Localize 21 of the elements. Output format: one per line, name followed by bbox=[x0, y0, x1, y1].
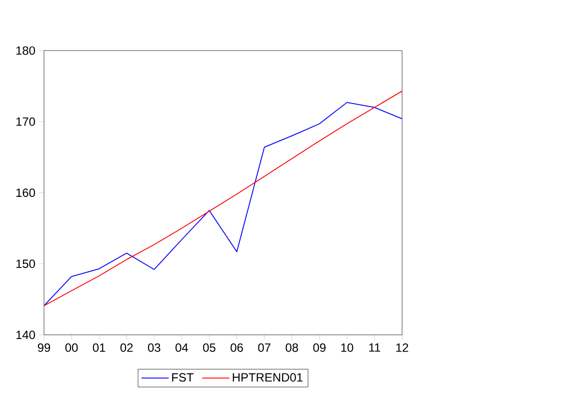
y-tick-label: 150 bbox=[16, 260, 36, 268]
x-tick-label: 03 bbox=[148, 344, 160, 352]
y-tick-label: 140 bbox=[16, 330, 36, 340]
y-tick-label: 180 bbox=[16, 46, 36, 56]
x-tick-label: 07 bbox=[258, 344, 270, 352]
x-tick-label: 01 bbox=[92, 344, 106, 352]
x-tick-label: 09 bbox=[313, 344, 326, 352]
legend-label: FST bbox=[172, 373, 194, 382]
x-tick-label: 99 bbox=[38, 344, 50, 352]
x-tick-label: 02 bbox=[120, 344, 133, 352]
x-tick-label: 04 bbox=[176, 344, 188, 352]
x-tick-label: 06 bbox=[230, 344, 243, 352]
x-tick-label: 00 bbox=[65, 344, 78, 352]
x-tick-label: 11 bbox=[369, 344, 380, 352]
y-tick-label: 170 bbox=[16, 118, 36, 126]
y-tick-label: 160 bbox=[16, 188, 36, 198]
legend-label: HPTREND01 bbox=[232, 373, 302, 382]
x-tick-label: 10 bbox=[341, 344, 354, 352]
x-tick-label: 05 bbox=[203, 344, 216, 352]
x-tick-label: 08 bbox=[286, 344, 298, 352]
x-tick-label: 12 bbox=[396, 344, 408, 352]
